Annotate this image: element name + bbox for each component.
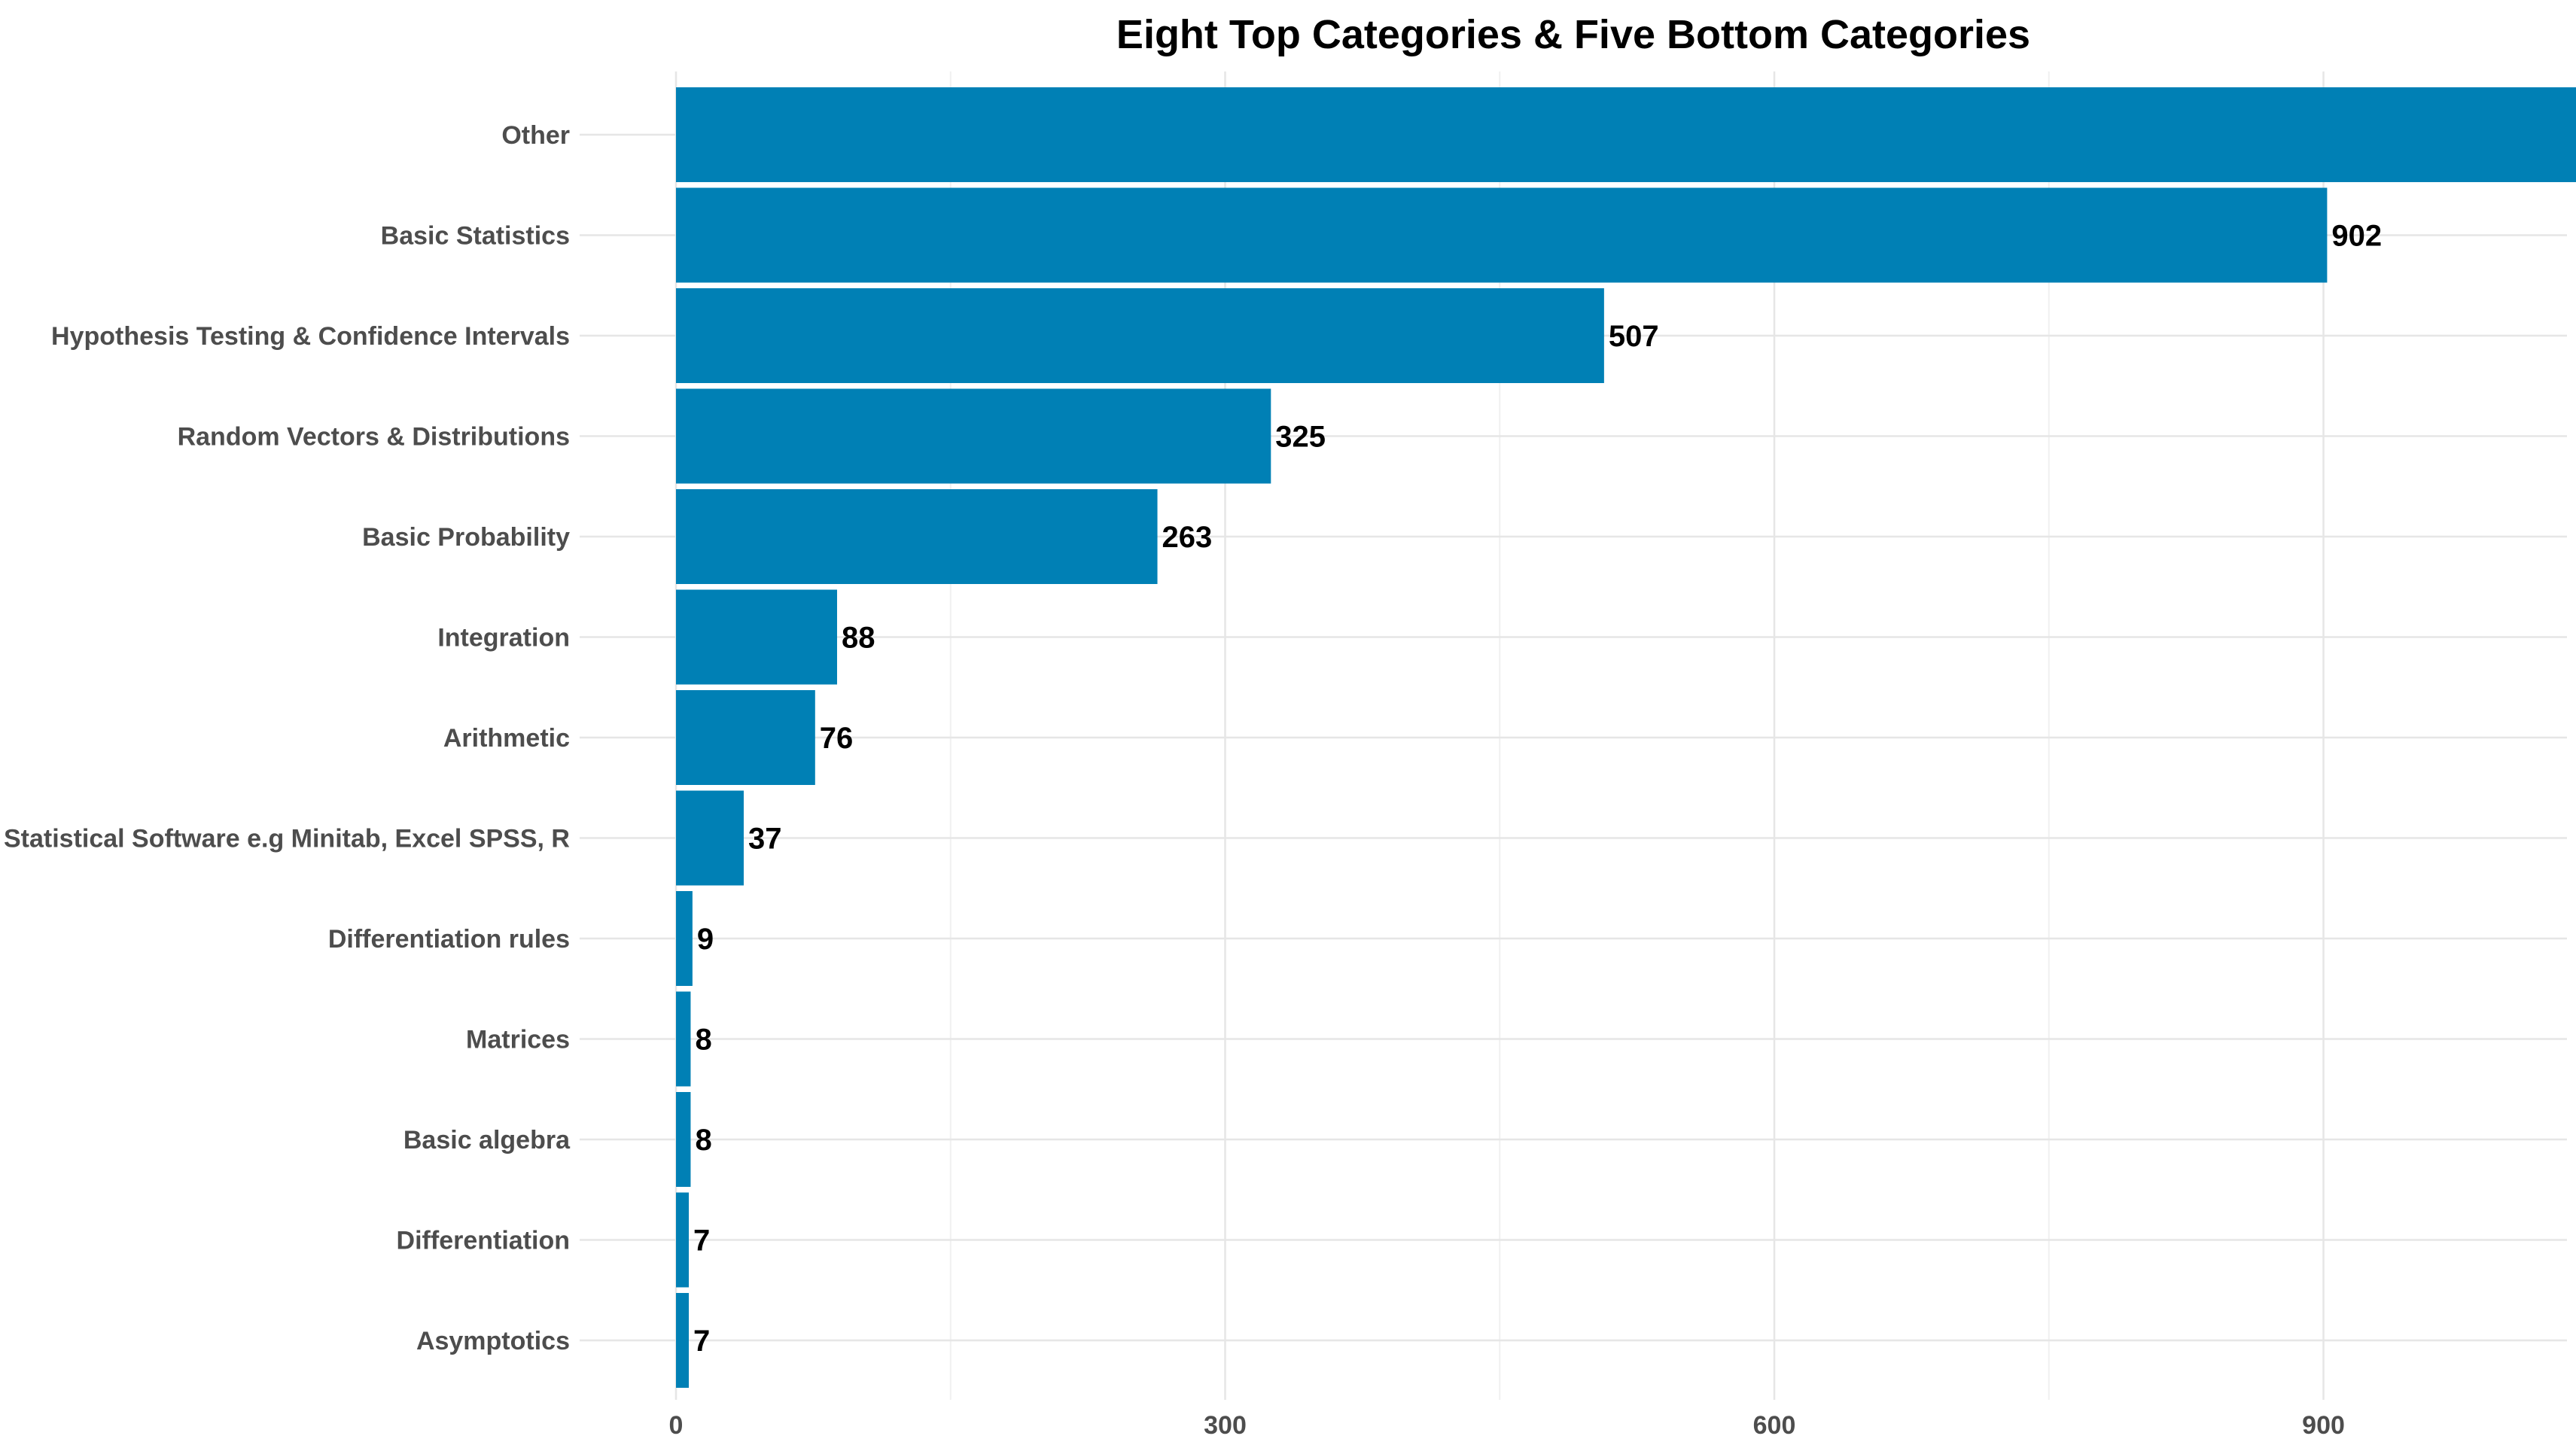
data-label: 8 xyxy=(695,1124,711,1157)
y-tick-label: Differentiation xyxy=(397,1227,570,1255)
x-tick-label: 300 xyxy=(1204,1411,1247,1440)
chart-title: Eight Top Categories & Five Bottom Categ… xyxy=(1116,12,2030,57)
bar xyxy=(676,489,1158,584)
data-label: 7 xyxy=(693,1224,710,1258)
bar-layer xyxy=(676,87,2576,1388)
data-label: 88 xyxy=(842,622,875,655)
y-tick-label: Other xyxy=(501,121,570,150)
data-label: 7 xyxy=(693,1325,710,1358)
y-tick-label: Random Vectors & Distributions xyxy=(178,423,570,452)
bar xyxy=(676,589,837,685)
x-tick-label: 900 xyxy=(2302,1411,2345,1440)
bar xyxy=(676,891,693,986)
bar xyxy=(676,991,691,1087)
data-label: 9 xyxy=(697,923,714,956)
y-tick-label: Integration xyxy=(437,624,570,653)
data-label: 902 xyxy=(2331,220,2382,253)
bar xyxy=(676,388,1271,484)
bar xyxy=(676,187,2328,283)
bar xyxy=(676,790,744,886)
y-tick-label: Basic Probability xyxy=(362,523,570,552)
y-tick-label: Differentiation rules xyxy=(328,925,570,954)
bar xyxy=(676,87,2576,182)
y-tick-label: Basic algebra xyxy=(403,1126,571,1154)
x-tick-label: 600 xyxy=(1753,1411,1796,1440)
y-tick-label: Matrices xyxy=(466,1026,570,1054)
y-tick-label: Basic Statistics xyxy=(381,222,570,251)
data-label: 507 xyxy=(1609,320,1659,353)
bar xyxy=(676,1192,690,1288)
bar xyxy=(676,1092,691,1187)
y-tick-label: Statistical Software e.g Minitab, Excel … xyxy=(4,825,570,853)
bar xyxy=(676,690,815,785)
y-tick-label: Asymptotics xyxy=(416,1327,570,1355)
data-label: 263 xyxy=(1162,521,1213,554)
data-label: 8 xyxy=(695,1024,711,1057)
bar xyxy=(676,288,1604,383)
bar xyxy=(676,1293,690,1388)
data-label: 37 xyxy=(748,823,782,856)
x-tick-label: 0 xyxy=(669,1411,684,1440)
y-tick-label: Hypothesis Testing & Confidence Interval… xyxy=(51,322,570,351)
y-tick-label: Arithmetic xyxy=(443,724,570,753)
data-label: 76 xyxy=(820,722,854,755)
data-label: 325 xyxy=(1275,421,1326,454)
